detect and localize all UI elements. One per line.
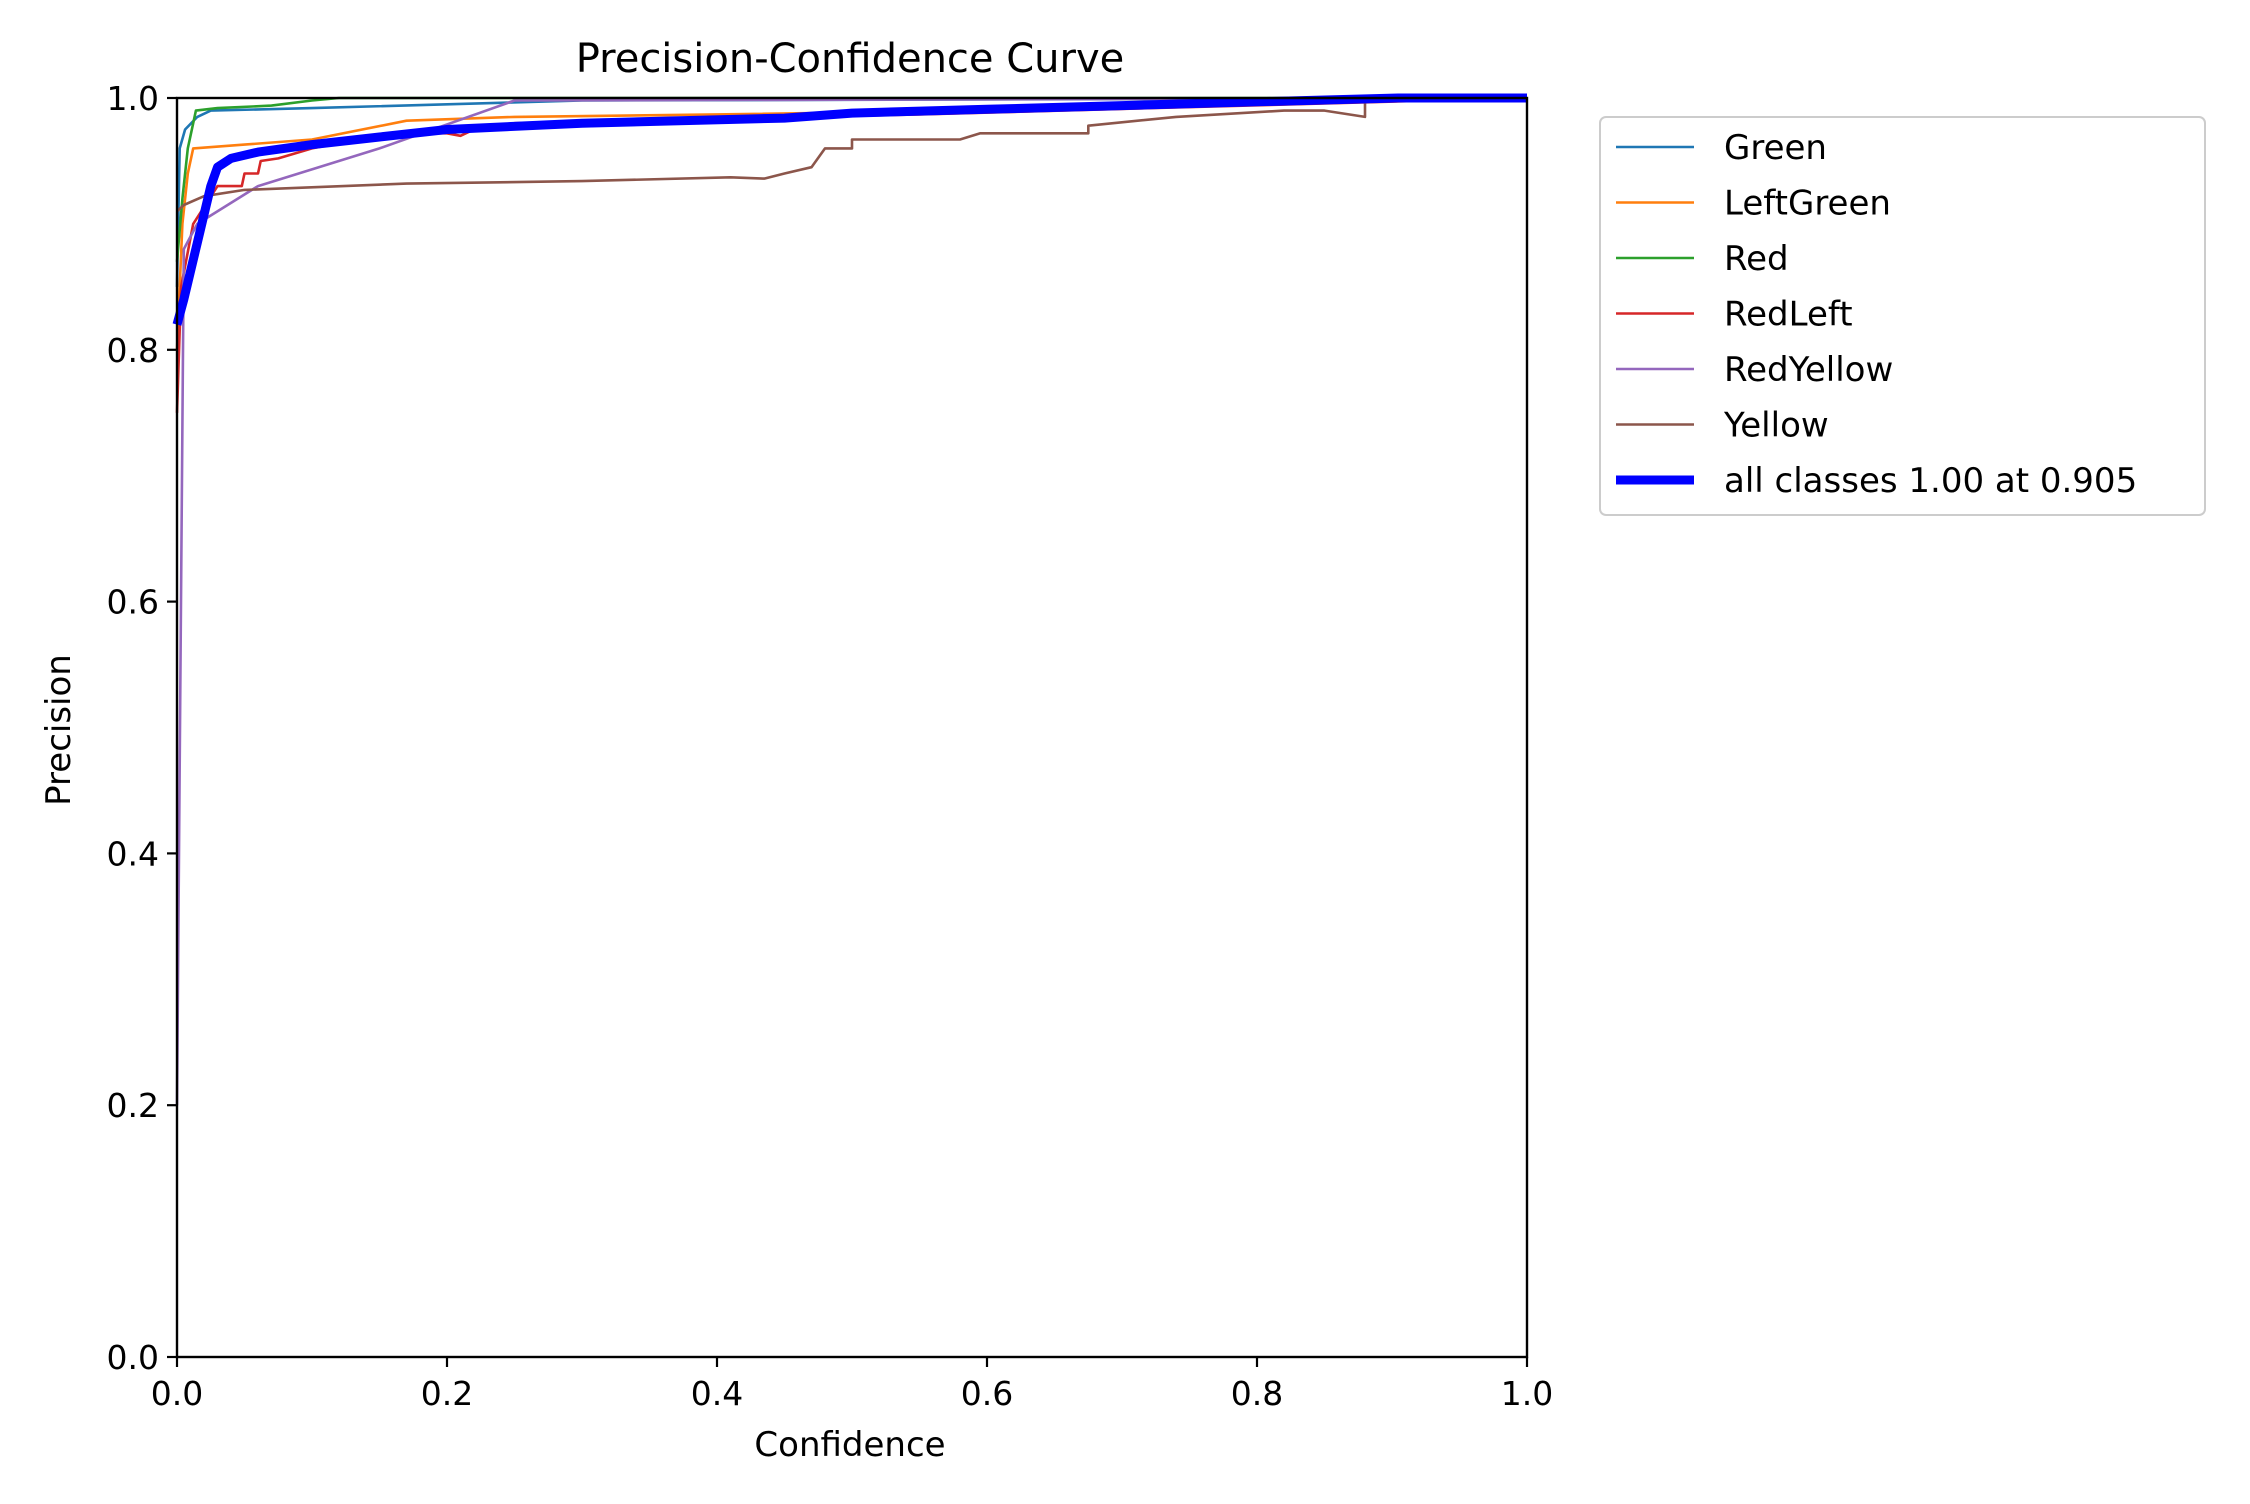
y-tick-label: 0.2	[107, 1086, 159, 1125]
x-tick-label: 0.4	[691, 1374, 743, 1413]
legend: Green LeftGreen Red RedLeft RedYellow Yellow a…	[1599, 116, 2206, 516]
y-axis-ticks: 0.0 0.2 0.4 0.6 0.8 1.0	[107, 79, 177, 1377]
legend-label-6: all classes 1.00 at 0.905	[1724, 461, 2137, 501]
legend-label-0: Green	[1724, 128, 1827, 168]
x-tick-label: 0.6	[961, 1374, 1013, 1413]
legend-box	[1599, 116, 2206, 516]
plot-lines	[172, 93, 1528, 1106]
y-tick-label: 1.0	[107, 79, 159, 118]
series-line-0	[175, 96, 1528, 287]
legend-label-4: RedYellow	[1724, 350, 1893, 390]
legend-label-3: RedLeft	[1724, 295, 1853, 335]
y-tick-label: 0.4	[107, 834, 159, 873]
legend-label-2: Red	[1724, 239, 1789, 279]
series-line-6	[172, 93, 1527, 326]
y-tick-label: 0.6	[107, 583, 159, 622]
x-tick-label: 1.0	[1501, 1374, 1553, 1413]
x-tick-label: 0.8	[1231, 1374, 1283, 1413]
x-axis-ticks: 0.0 0.2 0.4 0.6 0.8 1.0	[151, 1357, 1553, 1413]
y-tick-label: 0.0	[107, 1338, 159, 1377]
series-line-4	[175, 96, 1528, 1106]
chart-title: Precision-Confidence Curve	[576, 36, 1125, 82]
y-tick-label: 0.8	[107, 331, 159, 370]
series-line-5	[176, 96, 1527, 213]
series-line-2	[175, 96, 1527, 262]
y-axis-label: Precision	[39, 654, 79, 806]
x-axis-label: Confidence	[754, 1425, 945, 1465]
plot-frame	[175, 96, 1529, 1359]
legend-label-1: LeftGreen	[1724, 184, 1891, 224]
legend-label-5: Yellow	[1723, 406, 1829, 446]
x-tick-label: 0.0	[151, 1374, 203, 1413]
x-tick-label: 0.2	[421, 1374, 473, 1413]
